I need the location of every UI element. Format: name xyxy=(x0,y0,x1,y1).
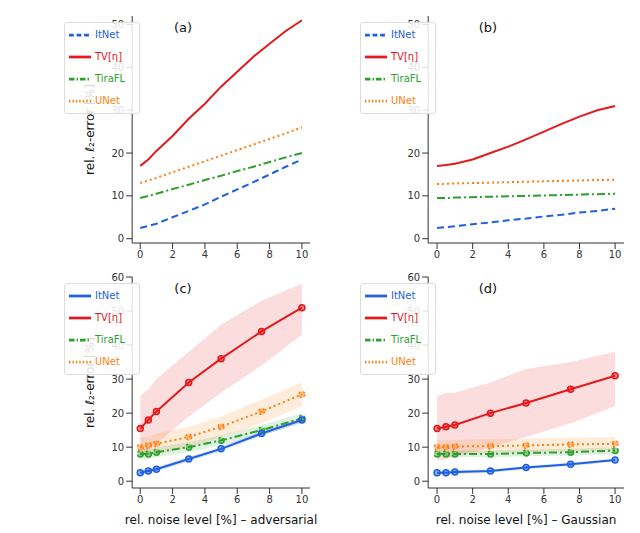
svg-text:4: 4 xyxy=(202,494,208,505)
svg-text:0: 0 xyxy=(434,494,440,505)
svg-text:10: 10 xyxy=(296,249,309,260)
svg-text:6: 6 xyxy=(541,249,547,260)
svg-text:50: 50 xyxy=(111,306,124,317)
svg-text:0: 0 xyxy=(137,494,143,505)
svg-text:10: 10 xyxy=(111,190,124,201)
svg-text:60: 60 xyxy=(111,272,124,283)
svg-text:20: 20 xyxy=(407,148,420,159)
svg-text:30: 30 xyxy=(111,374,124,385)
svg-text:0: 0 xyxy=(118,233,124,244)
svg-text:0: 0 xyxy=(414,233,420,244)
svg-text:20: 20 xyxy=(111,408,124,419)
svg-text:8: 8 xyxy=(266,249,272,260)
svg-text:30: 30 xyxy=(407,374,420,385)
svg-text:40: 40 xyxy=(407,340,420,351)
svg-text:0: 0 xyxy=(118,476,124,487)
svg-text:6: 6 xyxy=(541,494,547,505)
svg-text:0: 0 xyxy=(414,476,420,487)
svg-text:20: 20 xyxy=(111,148,124,159)
svg-text:rel. ℓ₂-error [%]: rel. ℓ₂-error [%] xyxy=(83,337,97,428)
svg-text:10: 10 xyxy=(296,494,309,505)
svg-text:6: 6 xyxy=(234,494,240,505)
svg-text:4: 4 xyxy=(505,249,511,260)
svg-text:10: 10 xyxy=(609,494,622,505)
svg-text:8: 8 xyxy=(266,494,272,505)
svg-text:50: 50 xyxy=(407,19,420,30)
svg-text:8: 8 xyxy=(576,249,582,260)
svg-text:10: 10 xyxy=(111,442,124,453)
svg-text:40: 40 xyxy=(407,62,420,73)
svg-text:2: 2 xyxy=(469,494,475,505)
svg-text:rel. ℓ₂-error [%]: rel. ℓ₂-error [%] xyxy=(83,84,97,175)
svg-text:0: 0 xyxy=(434,249,440,260)
svg-text:10: 10 xyxy=(609,249,622,260)
svg-text:20: 20 xyxy=(407,408,420,419)
svg-text:rel. noise level [%] – adversa: rel. noise level [%] – adversarial xyxy=(125,513,317,526)
svg-text:rel. noise level [%] – Gaussia: rel. noise level [%] – Gaussian xyxy=(436,513,617,526)
svg-text:30: 30 xyxy=(407,105,420,116)
svg-text:50: 50 xyxy=(407,306,420,317)
svg-text:30: 30 xyxy=(111,105,124,116)
svg-text:2: 2 xyxy=(469,249,475,260)
svg-text:60: 60 xyxy=(407,272,420,283)
svg-text:2: 2 xyxy=(169,249,175,260)
svg-text:2: 2 xyxy=(169,494,175,505)
svg-text:10: 10 xyxy=(407,442,420,453)
svg-text:10: 10 xyxy=(407,190,420,201)
svg-text:40: 40 xyxy=(111,340,124,351)
svg-text:6: 6 xyxy=(234,249,240,260)
svg-text:40: 40 xyxy=(111,62,124,73)
svg-text:0: 0 xyxy=(137,249,143,260)
svg-text:50: 50 xyxy=(111,19,124,30)
svg-text:4: 4 xyxy=(202,249,208,260)
svg-text:4: 4 xyxy=(505,494,511,505)
svg-text:8: 8 xyxy=(576,494,582,505)
